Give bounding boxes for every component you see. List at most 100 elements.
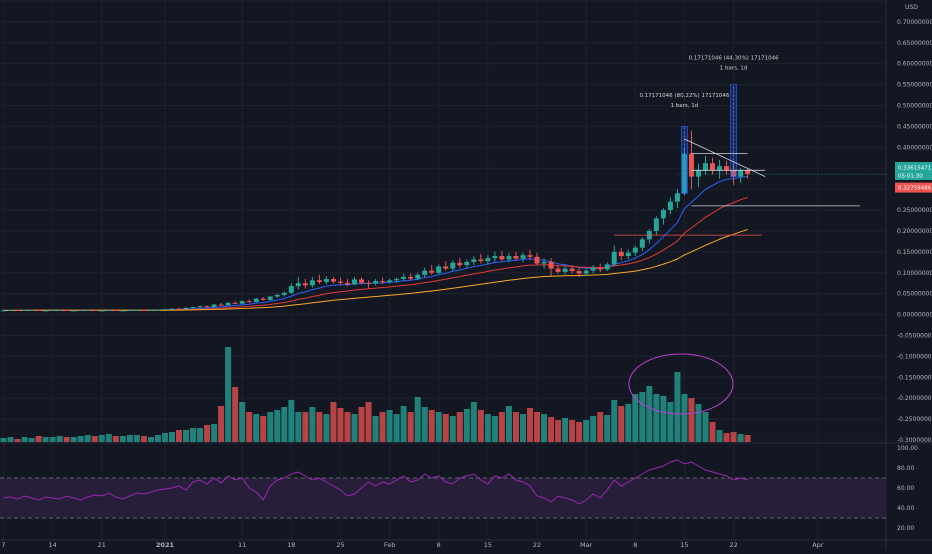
candle-body: [1, 310, 6, 312]
volume-bar: [484, 414, 491, 442]
price-tick-label: 0.70000000: [897, 19, 932, 26]
currency-label: USD: [905, 4, 918, 11]
time-tick-label: 15: [680, 541, 688, 549]
volume-bar: [653, 394, 660, 442]
low-price-label: 0.32759486: [898, 186, 932, 192]
candle-body: [583, 270, 589, 274]
volume-bar: [372, 416, 379, 442]
candle-body: [492, 256, 498, 259]
candle-body: [183, 307, 189, 310]
volume-bar: [126, 435, 133, 442]
candle-body: [302, 283, 308, 286]
candle-body: [330, 279, 336, 282]
measure-bars-label: 1 bars, 1d: [720, 66, 748, 72]
time-tick-label: 18: [287, 541, 295, 549]
volume-bar: [555, 420, 562, 442]
candle-body: [443, 266, 449, 269]
volume-bar: [421, 407, 428, 442]
candle-body: [478, 259, 484, 262]
volume-bar: [147, 437, 154, 442]
candle-body: [337, 281, 343, 283]
volume-bar: [562, 418, 569, 442]
time-tick-label: 8: [437, 541, 441, 549]
volume-bar: [70, 437, 77, 442]
price-tick-label: -0.25000000: [897, 416, 932, 423]
candle-body: [695, 170, 701, 177]
candle-body: [260, 298, 266, 300]
chart-drawings[interactable]: 0.17171046 (80.22%) 17171046 1 bars, 1d 0.…: [614, 56, 886, 415]
candle-body: [408, 276, 414, 279]
candle-body: [169, 308, 175, 310]
volume-bar: [42, 437, 49, 442]
candle-body: [71, 310, 77, 312]
volume-bar: [527, 408, 533, 442]
candle-body: [162, 309, 168, 311]
time-axis[interactable]: 7 14 21 2021 11 18 25 Feb 8 15 22 Mar 8 15 22 Apr: [1, 541, 823, 549]
volume-bar: [632, 394, 639, 442]
volume-bar: [133, 435, 140, 442]
last-price-label: 0.33615471: [898, 166, 931, 172]
price-tick-label: 0.15000000: [897, 249, 932, 256]
candle-body: [717, 166, 723, 171]
candle-body: [464, 261, 470, 266]
rsi-tick-label: 80.00: [897, 465, 914, 472]
volume-bar: [253, 414, 260, 442]
rsi-tick-label: 60.00: [897, 485, 914, 492]
price-tick-label: -0.15000000: [897, 374, 932, 381]
candle-body: [569, 268, 575, 272]
candle-body: [632, 247, 638, 253]
candle-body: [499, 256, 505, 260]
volume-bar: [197, 428, 204, 442]
rsi-band-fill: [0, 478, 886, 518]
volume-bar: [590, 416, 597, 442]
candle-body: [113, 309, 119, 311]
measure-label: 0.17171046 (80.22%) 17171046: [639, 93, 729, 99]
volume-bar: [639, 392, 646, 442]
price-tick-label: -0.05000000: [897, 332, 932, 339]
volume-bar: [695, 404, 702, 442]
candle-body: [667, 201, 673, 211]
candle-body: [527, 255, 533, 257]
volume-bar: [7, 437, 14, 442]
volume-highlight-circle[interactable]: [628, 353, 734, 415]
price-tick-label: -0.10000000: [897, 353, 932, 360]
candle-body: [745, 170, 751, 175]
candle-body: [120, 310, 126, 312]
volume-bar: [477, 410, 484, 442]
candle-body: [618, 251, 624, 257]
volume-bar: [183, 430, 190, 442]
candle-body: [520, 255, 526, 259]
candle-body: [50, 309, 56, 311]
price-axis[interactable]: USD 0.70000000 0.65000000 0.60000000 0.5500…: [895, 4, 932, 532]
volume-bar: [576, 422, 583, 442]
measure-bars-label: 1 bars, 1d: [671, 103, 699, 109]
time-tick-label: 2021: [156, 541, 175, 549]
volume-bar: [456, 412, 463, 442]
volume-bar: [505, 406, 512, 442]
candle-body: [576, 271, 582, 274]
time-tick-label: Feb: [384, 541, 396, 549]
volume-bar: [154, 435, 161, 442]
volume-bar: [168, 432, 175, 442]
measure-label: 0.17171046 (44.30%) 17171046: [689, 56, 779, 62]
candle-body: [387, 280, 393, 282]
price-tick-label: 0.40000000: [897, 144, 932, 151]
candle-body: [681, 153, 687, 194]
price-tick-label: 0.25000000: [897, 207, 932, 214]
volume-bar: [309, 407, 316, 442]
candle-body: [590, 267, 596, 271]
price-tick-label: 0.50000000: [897, 103, 932, 110]
price-tick-label: 0.10000000: [897, 270, 932, 277]
candle-body: [190, 307, 196, 309]
candle-body: [548, 261, 554, 269]
candle-body: [604, 264, 610, 270]
volume-bar: [14, 439, 21, 442]
time-tick-label: 21: [98, 541, 106, 549]
candle-body: [204, 306, 210, 308]
candle-body: [22, 309, 28, 311]
volume-bar: [218, 406, 225, 442]
candle-body: [534, 256, 540, 264]
volume-bar: [288, 400, 295, 442]
